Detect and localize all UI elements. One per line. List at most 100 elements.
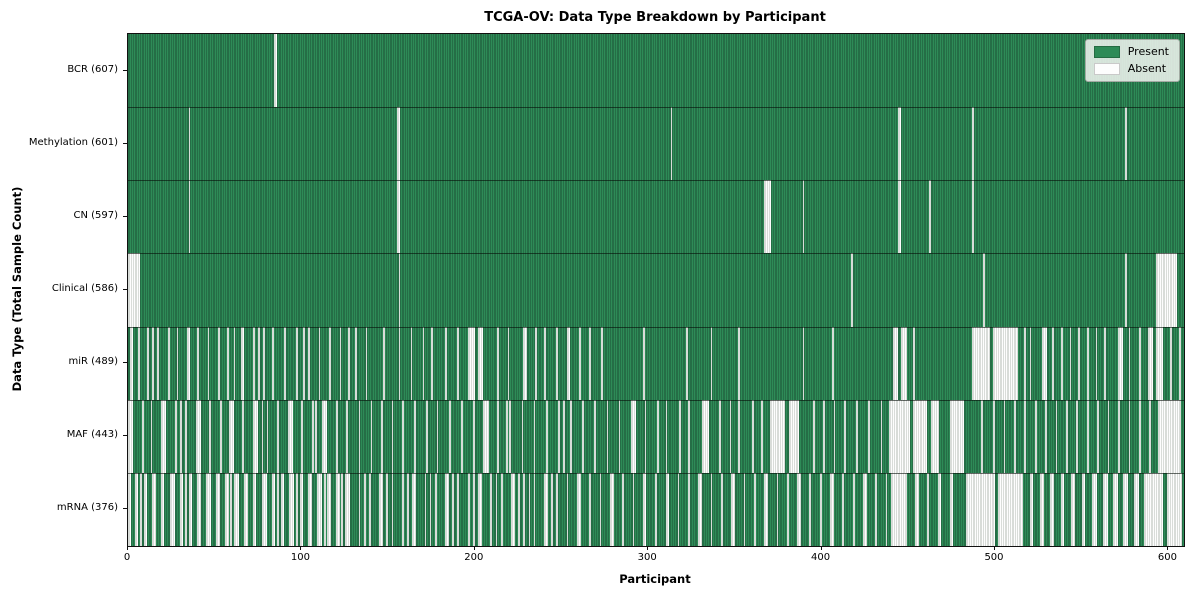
present-swatch-icon (1093, 46, 1120, 58)
absent-stripe (289, 472, 295, 546)
absent-stripe (1118, 399, 1120, 473)
absent-stripe (271, 326, 274, 400)
absent-swatch-icon (1093, 63, 1120, 75)
absent-stripe (277, 399, 279, 473)
absent-stripe (296, 472, 298, 546)
absent-stripe (589, 472, 591, 546)
absent-stripe (965, 472, 995, 546)
absent-stripe (1170, 326, 1172, 400)
absent-stripe (197, 472, 201, 546)
absent-stripe (160, 472, 165, 546)
absent-stripe (863, 472, 867, 546)
absent-stripe (566, 326, 571, 400)
absent-stripe (1052, 326, 1054, 400)
absent-stripe (528, 472, 531, 546)
absent-stripe (219, 399, 222, 473)
absent-stripe (233, 472, 239, 546)
heatmap-row-cn (128, 180, 1184, 254)
absent-stripe (981, 399, 983, 473)
absent-stripe (195, 399, 201, 473)
absent-stripe (545, 399, 548, 473)
absent-stripe (365, 326, 368, 400)
x-tick-label: 100 (290, 552, 310, 563)
absent-stripe (407, 472, 409, 546)
absent-stripe (497, 326, 500, 400)
absent-stripe (901, 326, 907, 400)
absent-stripe (134, 472, 139, 546)
absent-stripe (344, 472, 350, 546)
y-tick-mark (123, 69, 127, 71)
absent-stripe (473, 399, 475, 473)
absent-stripe (396, 107, 401, 181)
absent-stripe (339, 326, 342, 400)
absent-stripe (363, 472, 366, 546)
absent-stripe (431, 326, 434, 400)
absent-stripe (570, 399, 572, 473)
absent-stripe (467, 472, 470, 546)
absent-stripe (594, 399, 597, 473)
absent-stripe (738, 399, 741, 473)
absent-stripe (544, 472, 548, 546)
absent-stripe (949, 472, 954, 546)
absent-stripe (228, 399, 234, 473)
absent-stripe (252, 326, 255, 400)
absent-stripe (381, 399, 383, 473)
absent-stripe (670, 107, 673, 181)
absent-stripe (632, 472, 635, 546)
absent-stripe (875, 472, 878, 546)
absent-stripe (764, 472, 768, 546)
absent-stripe (776, 472, 779, 546)
absent-stripe (509, 399, 512, 473)
absent-stripe (329, 326, 331, 400)
absent-stripe (913, 326, 916, 400)
y-tick-mark (123, 508, 127, 510)
absent-stripe (1081, 472, 1086, 546)
y-tick-mark (123, 362, 127, 364)
absent-stripe (929, 180, 931, 254)
absent-stripe (341, 472, 343, 546)
absent-stripe (823, 399, 826, 473)
absent-stripe (1069, 326, 1072, 400)
absent-stripe (261, 399, 264, 473)
absent-stripe (242, 399, 245, 473)
absent-stripe (128, 472, 132, 546)
absent-stripe (752, 399, 754, 473)
absent-stripe (261, 472, 267, 546)
absent-stripe (868, 399, 871, 473)
absent-stripe (1128, 399, 1131, 473)
absent-stripe (207, 326, 210, 400)
absent-stripe (1097, 399, 1100, 473)
absent-stripe (240, 326, 245, 400)
absent-stripe (197, 326, 200, 400)
absent-stripe (655, 472, 657, 546)
absent-stripe (677, 472, 680, 546)
absent-stripe (233, 326, 236, 400)
absent-stripe (1123, 472, 1129, 546)
y-tick-label: Methylation (601) (28, 136, 118, 148)
y-tick-mark (123, 289, 127, 290)
absent-stripe (180, 472, 184, 546)
absent-stripe (287, 399, 293, 473)
row-separator (128, 399, 1184, 401)
absent-stripe (719, 399, 721, 473)
absent-stripe (686, 326, 689, 400)
absent-stripe (1178, 326, 1181, 400)
absent-stripe (897, 180, 902, 254)
absent-stripe (143, 472, 148, 546)
absent-stripe (832, 326, 834, 400)
row-separator (128, 326, 1184, 328)
absent-stripe (927, 472, 930, 546)
absent-stripe (429, 472, 432, 546)
absent-stripe (1156, 253, 1178, 327)
absent-stripe (852, 472, 855, 546)
absent-stripe (1166, 472, 1183, 546)
absent-stripe (551, 472, 553, 546)
row-separator (128, 472, 1184, 474)
absent-stripe (656, 399, 659, 473)
x-tick-label: 400 (811, 552, 831, 563)
absent-stripe (147, 326, 149, 400)
absent-stripe (518, 472, 520, 546)
absent-stripe (937, 472, 942, 546)
absent-stripe (688, 472, 690, 546)
